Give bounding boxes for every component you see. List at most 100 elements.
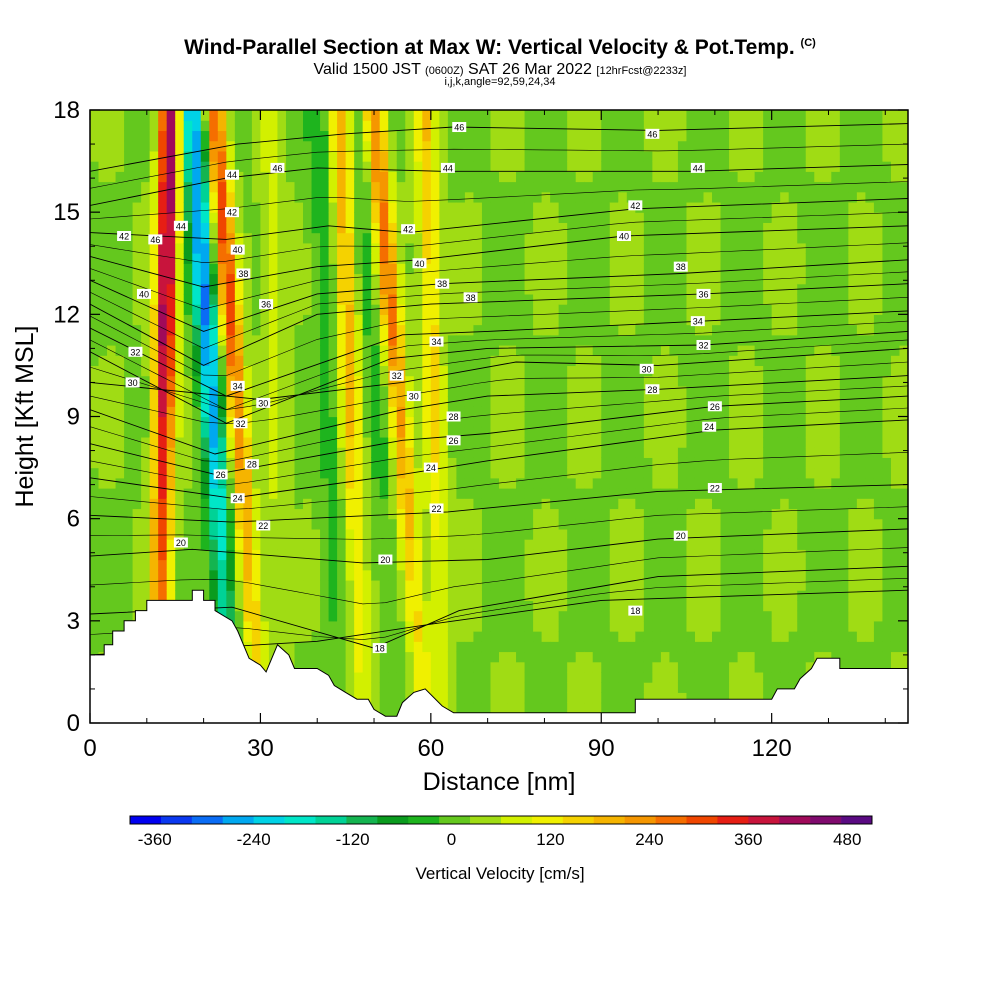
contour-label-text: 26 <box>216 470 226 480</box>
contour-label: 46 <box>645 128 660 139</box>
contour-label: 42 <box>401 224 416 235</box>
contour-label-text: 22 <box>710 484 720 494</box>
contour-label-text: 28 <box>449 412 459 422</box>
y-tick-label: 12 <box>53 301 80 328</box>
isentrope-42-13 <box>90 198 908 240</box>
grid-parameters: i,j,k,angle=92,59,24,34 <box>444 76 556 88</box>
isentrope-minor-11 <box>90 242 908 310</box>
chart-subtitle: Valid 1500 JST (0600Z) SAT 26 Mar 2022 [… <box>313 61 687 78</box>
colorbar-swatch <box>222 816 254 824</box>
colorbar-tick-label: 240 <box>635 830 663 849</box>
contour-label: 44 <box>225 169 240 180</box>
contour-label: 24 <box>423 462 438 473</box>
contour-label: 24 <box>230 493 245 504</box>
contour-label-text: 20 <box>176 538 186 548</box>
colorbar-swatch <box>501 816 533 824</box>
contour-label: 34 <box>230 380 245 391</box>
isentrope-20-2 <box>90 528 908 564</box>
colorbar-swatch <box>810 816 842 824</box>
y-tick-label: 15 <box>53 199 80 226</box>
contour-label-text: 20 <box>380 555 390 565</box>
isentrope-28-6 <box>90 375 908 455</box>
isentrope-40-12 <box>90 225 908 288</box>
contour-label-text: 44 <box>176 221 186 231</box>
contour-label-text: 24 <box>233 494 243 504</box>
contour-label-text: 28 <box>647 385 657 395</box>
contour-label: 46 <box>148 234 163 245</box>
contour-label: 30 <box>639 363 654 374</box>
contour-label: 38 <box>463 292 478 303</box>
contour-label-text: 38 <box>676 262 686 272</box>
isentrope-minor-9 <box>90 297 908 376</box>
colorbar-swatch <box>748 816 780 824</box>
colorbar-swatch <box>346 816 378 824</box>
contour-label-text: 34 <box>233 381 243 391</box>
y-tick-label: 6 <box>67 506 80 533</box>
isentrope-minor-1 <box>90 547 908 605</box>
chart-title: Wind-Parallel Section at Max W: Vertical… <box>184 36 816 59</box>
contour-label-text: 18 <box>375 644 385 654</box>
contour-label-text: 26 <box>449 436 459 446</box>
contour-label: 34 <box>429 336 444 347</box>
isentrope-minor-14 <box>90 143 908 189</box>
contour-label: 32 <box>389 370 404 381</box>
contour-label: 38 <box>435 278 450 289</box>
x-tick-label: 0 <box>83 735 96 762</box>
contour-label-text: 46 <box>150 235 160 245</box>
contour-label: 26 <box>213 469 228 480</box>
colorbar-swatch <box>130 816 162 824</box>
contour-label: 26 <box>707 401 722 412</box>
contour-label-text: 28 <box>247 460 257 470</box>
contour-label-text: 34 <box>432 337 442 347</box>
contour-label: 40 <box>230 244 245 255</box>
contour-label: 20 <box>378 554 393 565</box>
contour-label: 30 <box>406 391 421 402</box>
contour-label-text: 38 <box>437 279 447 289</box>
colorbar-swatch <box>253 816 285 824</box>
terrain <box>89 589 909 724</box>
colorbar-swatch <box>470 816 502 824</box>
contour-label-text: 36 <box>261 300 271 310</box>
contour-label: 20 <box>173 537 188 548</box>
isentrope-44-14 <box>90 164 908 206</box>
contour-label-text: 42 <box>403 225 413 235</box>
colorbar-tick-label: 480 <box>833 830 861 849</box>
colorbar-swatch <box>408 816 440 824</box>
contour-label-text: 26 <box>710 402 720 412</box>
colorbar-tick-label: -240 <box>237 830 271 849</box>
contour-label: 44 <box>690 162 705 173</box>
colorbar-swatch <box>624 816 656 824</box>
isentrope-26-5 <box>90 395 908 475</box>
contour-label-text: 24 <box>426 463 436 473</box>
isentrope-minor-4 <box>90 407 908 486</box>
colorbar-tick-label: 120 <box>536 830 564 849</box>
colorbar-swatch <box>593 816 625 824</box>
isentrope-22-3 <box>90 484 908 523</box>
isentrope-minor-5 <box>90 385 908 463</box>
contour-label: 42 <box>117 231 132 242</box>
colorbar-swatch <box>779 816 811 824</box>
isentrope-36-10 <box>90 283 908 366</box>
terrain-mask <box>89 589 909 724</box>
colorbar-tick-label: -360 <box>138 830 172 849</box>
contour-label-text: 30 <box>642 364 652 374</box>
y-axis-label: Height [Kft MSL] <box>11 325 39 507</box>
contour-label: 38 <box>673 261 688 272</box>
contour-label: 38 <box>236 268 251 279</box>
x-tick-label: 60 <box>417 735 444 762</box>
contour-label: 32 <box>128 346 143 357</box>
contour-label: 32 <box>233 418 248 429</box>
colorbar-frame <box>129 815 873 825</box>
colorbar-swatch <box>160 816 193 824</box>
contour-label: 46 <box>452 122 467 133</box>
contour-label: 28 <box>645 384 660 395</box>
contour-label: 34 <box>690 316 705 327</box>
isentrope-46-15 <box>90 123 908 172</box>
contour-label-text: 32 <box>236 419 246 429</box>
contour-label: 36 <box>259 299 274 310</box>
colorbar-swatch <box>562 816 595 824</box>
contour-label-text: 42 <box>630 201 640 211</box>
isentrope-minor-3 <box>90 452 908 510</box>
contour-label-text: 46 <box>647 129 657 139</box>
